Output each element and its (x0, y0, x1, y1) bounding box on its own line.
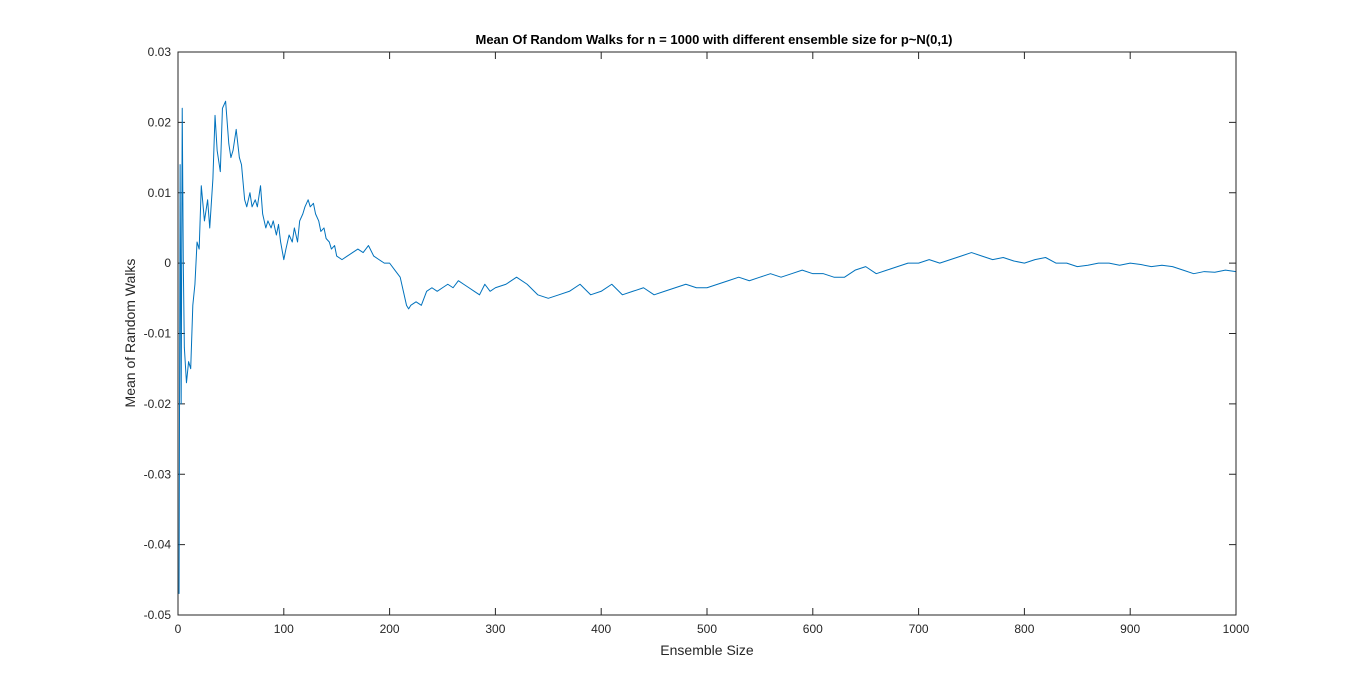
series-line-0 (178, 100, 1237, 594)
y-tick-label: 0.02 (148, 115, 172, 129)
x-tick-label: 400 (591, 622, 611, 636)
x-tick-label: 1000 (1223, 622, 1250, 636)
axes-box (177, 51, 1237, 616)
y-tick-label: -0.03 (144, 467, 172, 481)
x-tick-label: 100 (274, 622, 294, 636)
y-axis-label: Mean of Random Walks (122, 259, 138, 408)
y-tick-label: -0.02 (144, 397, 172, 411)
y-tick-label: -0.04 (144, 538, 172, 552)
x-tick-label: 300 (485, 622, 505, 636)
x-tick-label: 600 (803, 622, 823, 636)
x-tick-label: 700 (909, 622, 929, 636)
y-tick-label: -0.05 (144, 608, 172, 622)
x-tick-label: 0 (175, 622, 182, 636)
x-axis-label: Ensemble Size (660, 642, 754, 658)
ticks-layer: 0 100 200 300 400 500 600 700 800 900 1000 -0.05 -0.… (144, 45, 1250, 636)
y-tick-label: 0.03 (148, 45, 172, 59)
y-tick-label: -0.01 (144, 327, 172, 341)
plot-area (178, 52, 1236, 615)
series-layer (178, 100, 1237, 594)
y-tick-label: 0.01 (148, 186, 172, 200)
y-tick-label: 0 (164, 256, 171, 270)
x-tick-label: 900 (1120, 622, 1140, 636)
x-tick-label: 200 (380, 622, 400, 636)
x-tick-label: 500 (697, 622, 717, 636)
chart-title: Mean Of Random Walks for n = 1000 with d… (475, 32, 952, 47)
x-tick-label: 800 (1014, 622, 1034, 636)
